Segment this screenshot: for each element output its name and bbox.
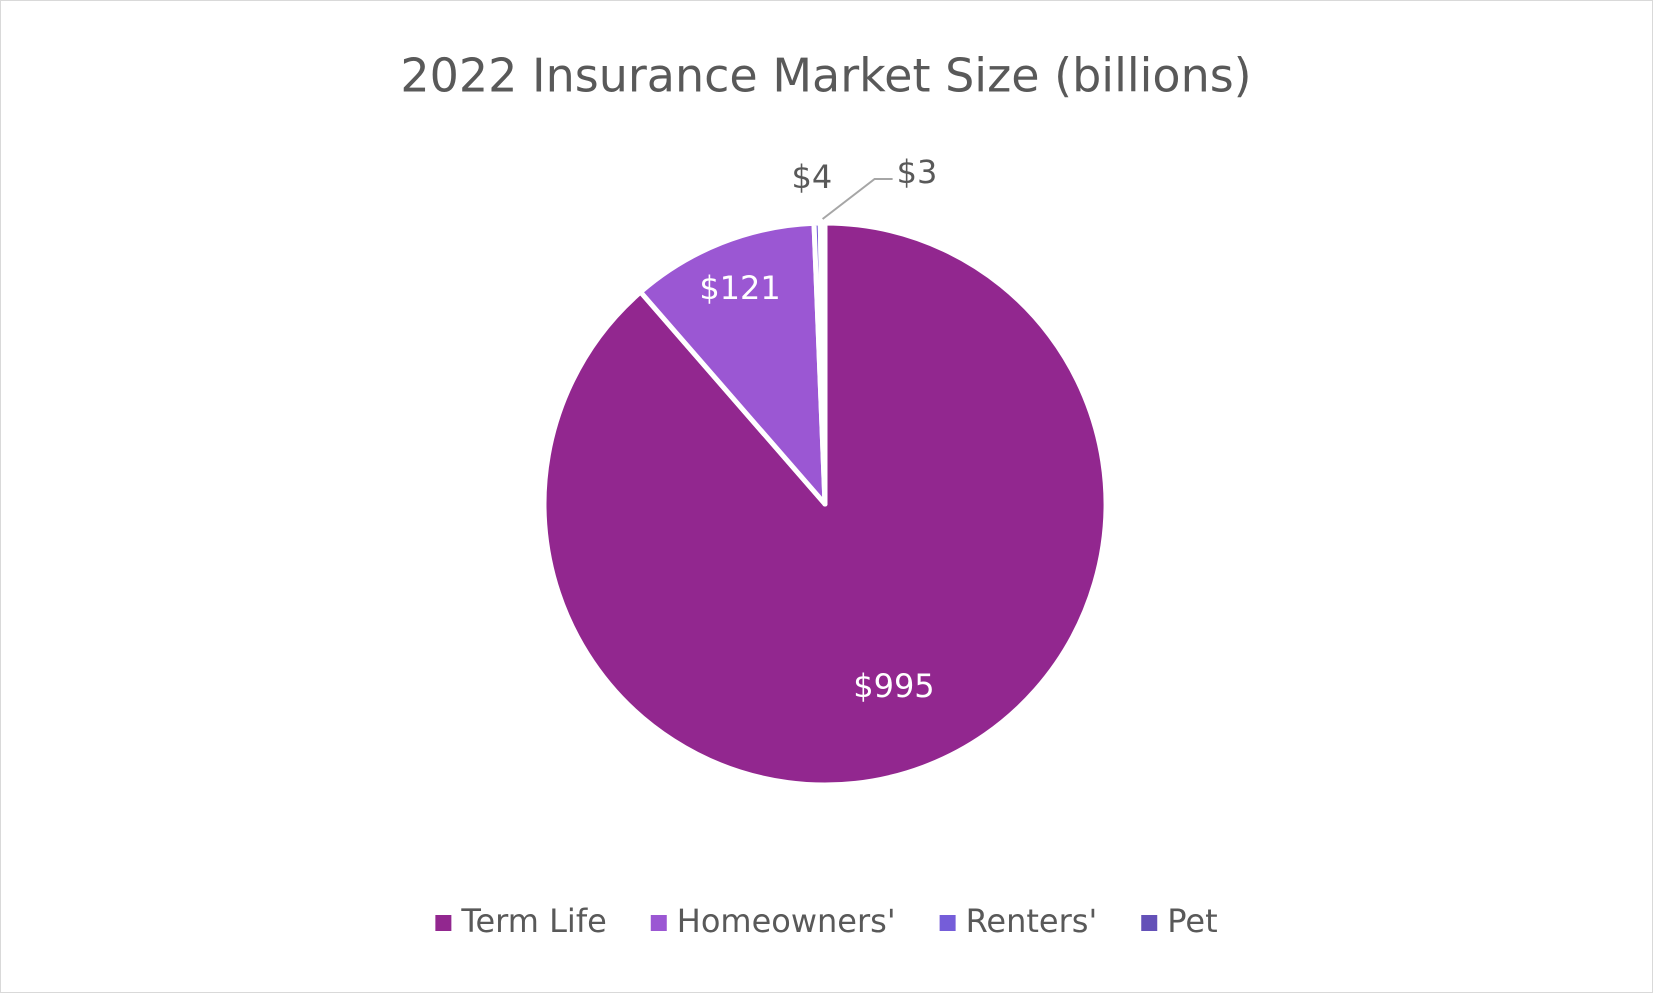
- data-label: $121: [699, 269, 780, 307]
- legend-item: Renters': [939, 902, 1098, 940]
- legend-swatch: [1141, 915, 1158, 931]
- legend-label: Renters': [966, 902, 1098, 940]
- leader-line: [821, 178, 893, 220]
- data-label: $3: [897, 153, 938, 191]
- legend-label: Homeowners': [677, 902, 896, 940]
- legend-swatch: [435, 915, 452, 931]
- legend-item: Pet: [1141, 902, 1218, 940]
- chart-title: 2022 Insurance Market Size (billions): [400, 49, 1251, 103]
- legend-item: Homeowners': [650, 902, 896, 940]
- legend-swatch: [939, 915, 956, 931]
- pie-slice: [638, 220, 828, 507]
- pie-slice: [817, 220, 828, 507]
- data-label: $4: [792, 158, 833, 196]
- legend-label: Term Life: [460, 902, 606, 940]
- legend-label: Pet: [1167, 902, 1217, 940]
- legend-item: Term Life: [435, 902, 607, 940]
- legend-swatch: [650, 915, 667, 931]
- data-label: $995: [853, 667, 934, 705]
